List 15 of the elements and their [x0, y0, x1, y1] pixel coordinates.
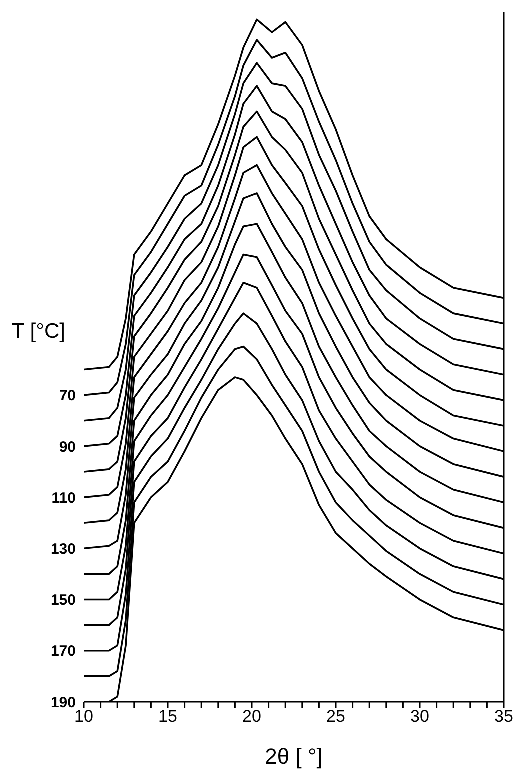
- x-tick-label: 25: [326, 707, 346, 726]
- y-tick-label: 130: [50, 540, 76, 558]
- x-tick-label: 10: [74, 707, 94, 726]
- y-axis-title: T [°C]: [12, 320, 66, 344]
- y-tick-label: 110: [52, 490, 76, 507]
- y-tick-label: 190: [50, 694, 76, 712]
- x-tick-label: 15: [158, 707, 178, 726]
- y-tick-label: 150: [50, 592, 76, 610]
- x-tick-label: 30: [410, 707, 430, 726]
- y-tick-label: 90: [59, 438, 76, 456]
- y-tick-label: 70: [59, 388, 76, 405]
- x-axis-title: 2θ [ °]: [265, 744, 323, 769]
- x-tick-label: 20: [242, 707, 262, 726]
- x-tick-label: 35: [494, 707, 514, 726]
- y-tick-label: 170: [50, 643, 76, 660]
